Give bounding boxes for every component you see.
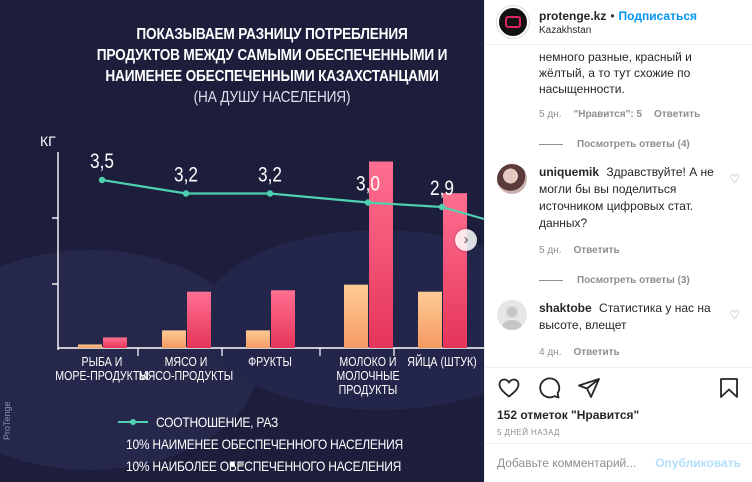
comment-icon[interactable] bbox=[537, 376, 561, 400]
carousel-dots bbox=[230, 462, 244, 467]
comment-meta: 5 дн. "Нравится": 5 Ответить bbox=[539, 107, 740, 123]
bar-most-wealthy bbox=[271, 290, 295, 348]
next-slide-button[interactable]: › bbox=[455, 229, 477, 251]
comment-time: 5 дн. bbox=[539, 109, 562, 120]
carousel-dot-active bbox=[230, 462, 235, 467]
ratio-point bbox=[438, 203, 446, 211]
separator-dot: • bbox=[610, 8, 615, 23]
ratio-point bbox=[98, 176, 106, 184]
comment-time: 5 дн. bbox=[539, 245, 562, 256]
bar-least-wealthy bbox=[418, 291, 442, 348]
heart-icon[interactable] bbox=[497, 376, 521, 400]
bar-least-wealthy bbox=[344, 284, 368, 348]
logo-icon bbox=[505, 16, 521, 28]
post-sidebar: protenge.kz • Подписаться Kazakhstan нем… bbox=[484, 0, 752, 482]
legend-label: Соотношение, раз bbox=[156, 414, 278, 430]
comments-list[interactable]: немного разные, красный и жёлтый, а то т… bbox=[485, 45, 752, 367]
chart-title-sub: (на душу населения) bbox=[193, 89, 351, 106]
share-icon[interactable] bbox=[577, 376, 601, 400]
bar-least-wealthy bbox=[78, 344, 102, 348]
comment-username[interactable]: uniquemik bbox=[539, 165, 600, 179]
ratio-data-label: 3,0 bbox=[356, 173, 380, 196]
ratio-point bbox=[364, 199, 372, 206]
publish-button[interactable]: Опубликовать bbox=[655, 456, 741, 470]
watermark: ProTenge bbox=[2, 401, 12, 440]
comment-meta: 4 дн. Ответить bbox=[539, 344, 723, 361]
legend-item-line: Соотношение, раз bbox=[118, 411, 438, 433]
chart-title: Показываем разницу потребления продуктов… bbox=[94, 24, 450, 108]
carousel-dot bbox=[239, 462, 244, 467]
legend-item-series-1: 10% наименее обеспеченного населения bbox=[118, 433, 438, 455]
chart-legend: Соотношение, раз 10% наименее обеспеченн… bbox=[118, 411, 438, 477]
comment-text: немного разные, красный и жёлтый, а то т… bbox=[539, 50, 692, 96]
avatar[interactable] bbox=[497, 6, 529, 38]
bar-most-wealthy bbox=[103, 337, 127, 348]
post-timestamp: 5 ДНЕЙ НАЗАД bbox=[497, 428, 560, 437]
ratio-line bbox=[101, 178, 484, 221]
comment-item: uniquemik Здравствуйте! А не могли бы вы… bbox=[497, 164, 740, 259]
x-tick-label: МОЛОКО И МОЛОЧНЫЕ ПРОДУКТЫ bbox=[336, 355, 399, 397]
post-image[interactable]: Показываем разницу потребления продуктов… bbox=[0, 0, 484, 482]
comment-like-icon[interactable]: ♡ bbox=[729, 172, 740, 186]
bar-most-wealthy bbox=[187, 291, 211, 348]
likes-count[interactable]: 152 отметок "Нравится" bbox=[497, 408, 640, 422]
y-axis-label: КГ bbox=[40, 133, 56, 149]
reply-button[interactable]: Ответить bbox=[573, 245, 620, 256]
add-comment-input[interactable] bbox=[497, 456, 656, 470]
chart-title-main: Показываем разницу потребления продуктов… bbox=[96, 26, 448, 85]
view-replies-button[interactable]: Посмотреть ответы (4) bbox=[539, 139, 740, 150]
bar-most-wealthy bbox=[369, 161, 393, 348]
x-tick-label: ЯЙЦА (ШТУК) bbox=[407, 355, 477, 369]
legend-label: 10% наименее обеспеченного населения bbox=[126, 436, 403, 452]
x-tick-label: РЫБА И МОРЕ-ПРОДУКТЫ bbox=[55, 355, 148, 383]
avatar[interactable] bbox=[497, 164, 527, 194]
comment-continuation: немного разные, красный и жёлтый, а то т… bbox=[497, 49, 740, 123]
comment-text: Здравствуйте! А не могли бы вы поделитьс… bbox=[539, 165, 714, 230]
ratio-data-label: 3,2 bbox=[258, 164, 282, 187]
comment-item: shaktobe Статистика у нас на высоте, вле… bbox=[497, 300, 740, 361]
ratio-point bbox=[182, 190, 190, 197]
bar-least-wealthy bbox=[246, 330, 270, 348]
x-tick-label: МЯСО И МЯСО-ПРОДУКТЫ bbox=[139, 355, 233, 383]
ratio-data-label: 3,5 bbox=[90, 151, 114, 174]
ratio-data-label: 2,9 bbox=[430, 178, 454, 201]
x-tick-label: ФРУКТЫ bbox=[248, 355, 292, 369]
follow-button[interactable]: Подписаться bbox=[618, 8, 698, 23]
comment-likes[interactable]: "Нравится": 5 bbox=[573, 109, 642, 120]
post-actions: 152 отметок "Нравится" 5 ДНЕЙ НАЗАД bbox=[485, 367, 752, 437]
legend-item-series-2: 10% наиболее обеспеченного населения bbox=[118, 455, 438, 477]
comment-like-icon[interactable]: ♡ bbox=[729, 308, 740, 322]
comment-time: 4 дн. bbox=[539, 347, 562, 358]
legend-line-swatch bbox=[118, 419, 148, 425]
author-username[interactable]: protenge.kz bbox=[539, 8, 607, 23]
location-link[interactable]: Kazakhstan bbox=[539, 24, 592, 36]
ratio-point bbox=[266, 190, 274, 197]
post-header: protenge.kz • Подписаться Kazakhstan bbox=[485, 0, 752, 45]
comment-username[interactable]: shaktobe bbox=[539, 301, 592, 315]
ratio-data-label: 3,2 bbox=[174, 164, 198, 187]
bookmark-icon[interactable] bbox=[717, 376, 741, 400]
reply-button[interactable]: Ответить bbox=[654, 109, 701, 120]
view-replies-button[interactable]: Посмотреть ответы (3) bbox=[539, 275, 740, 286]
reply-button[interactable]: Ответить bbox=[573, 347, 620, 358]
avatar[interactable] bbox=[497, 300, 527, 330]
add-comment-bar: Опубликовать bbox=[485, 443, 752, 482]
bar-most-wealthy bbox=[443, 193, 467, 348]
legend-label: 10% наиболее обеспеченного населения bbox=[126, 458, 402, 474]
comment-text: Статистика у нас на высоте, влещет bbox=[539, 301, 711, 332]
bar-least-wealthy bbox=[162, 330, 186, 348]
comment-meta: 5 дн. Ответить bbox=[539, 242, 723, 259]
default-avatar-icon bbox=[502, 306, 522, 330]
